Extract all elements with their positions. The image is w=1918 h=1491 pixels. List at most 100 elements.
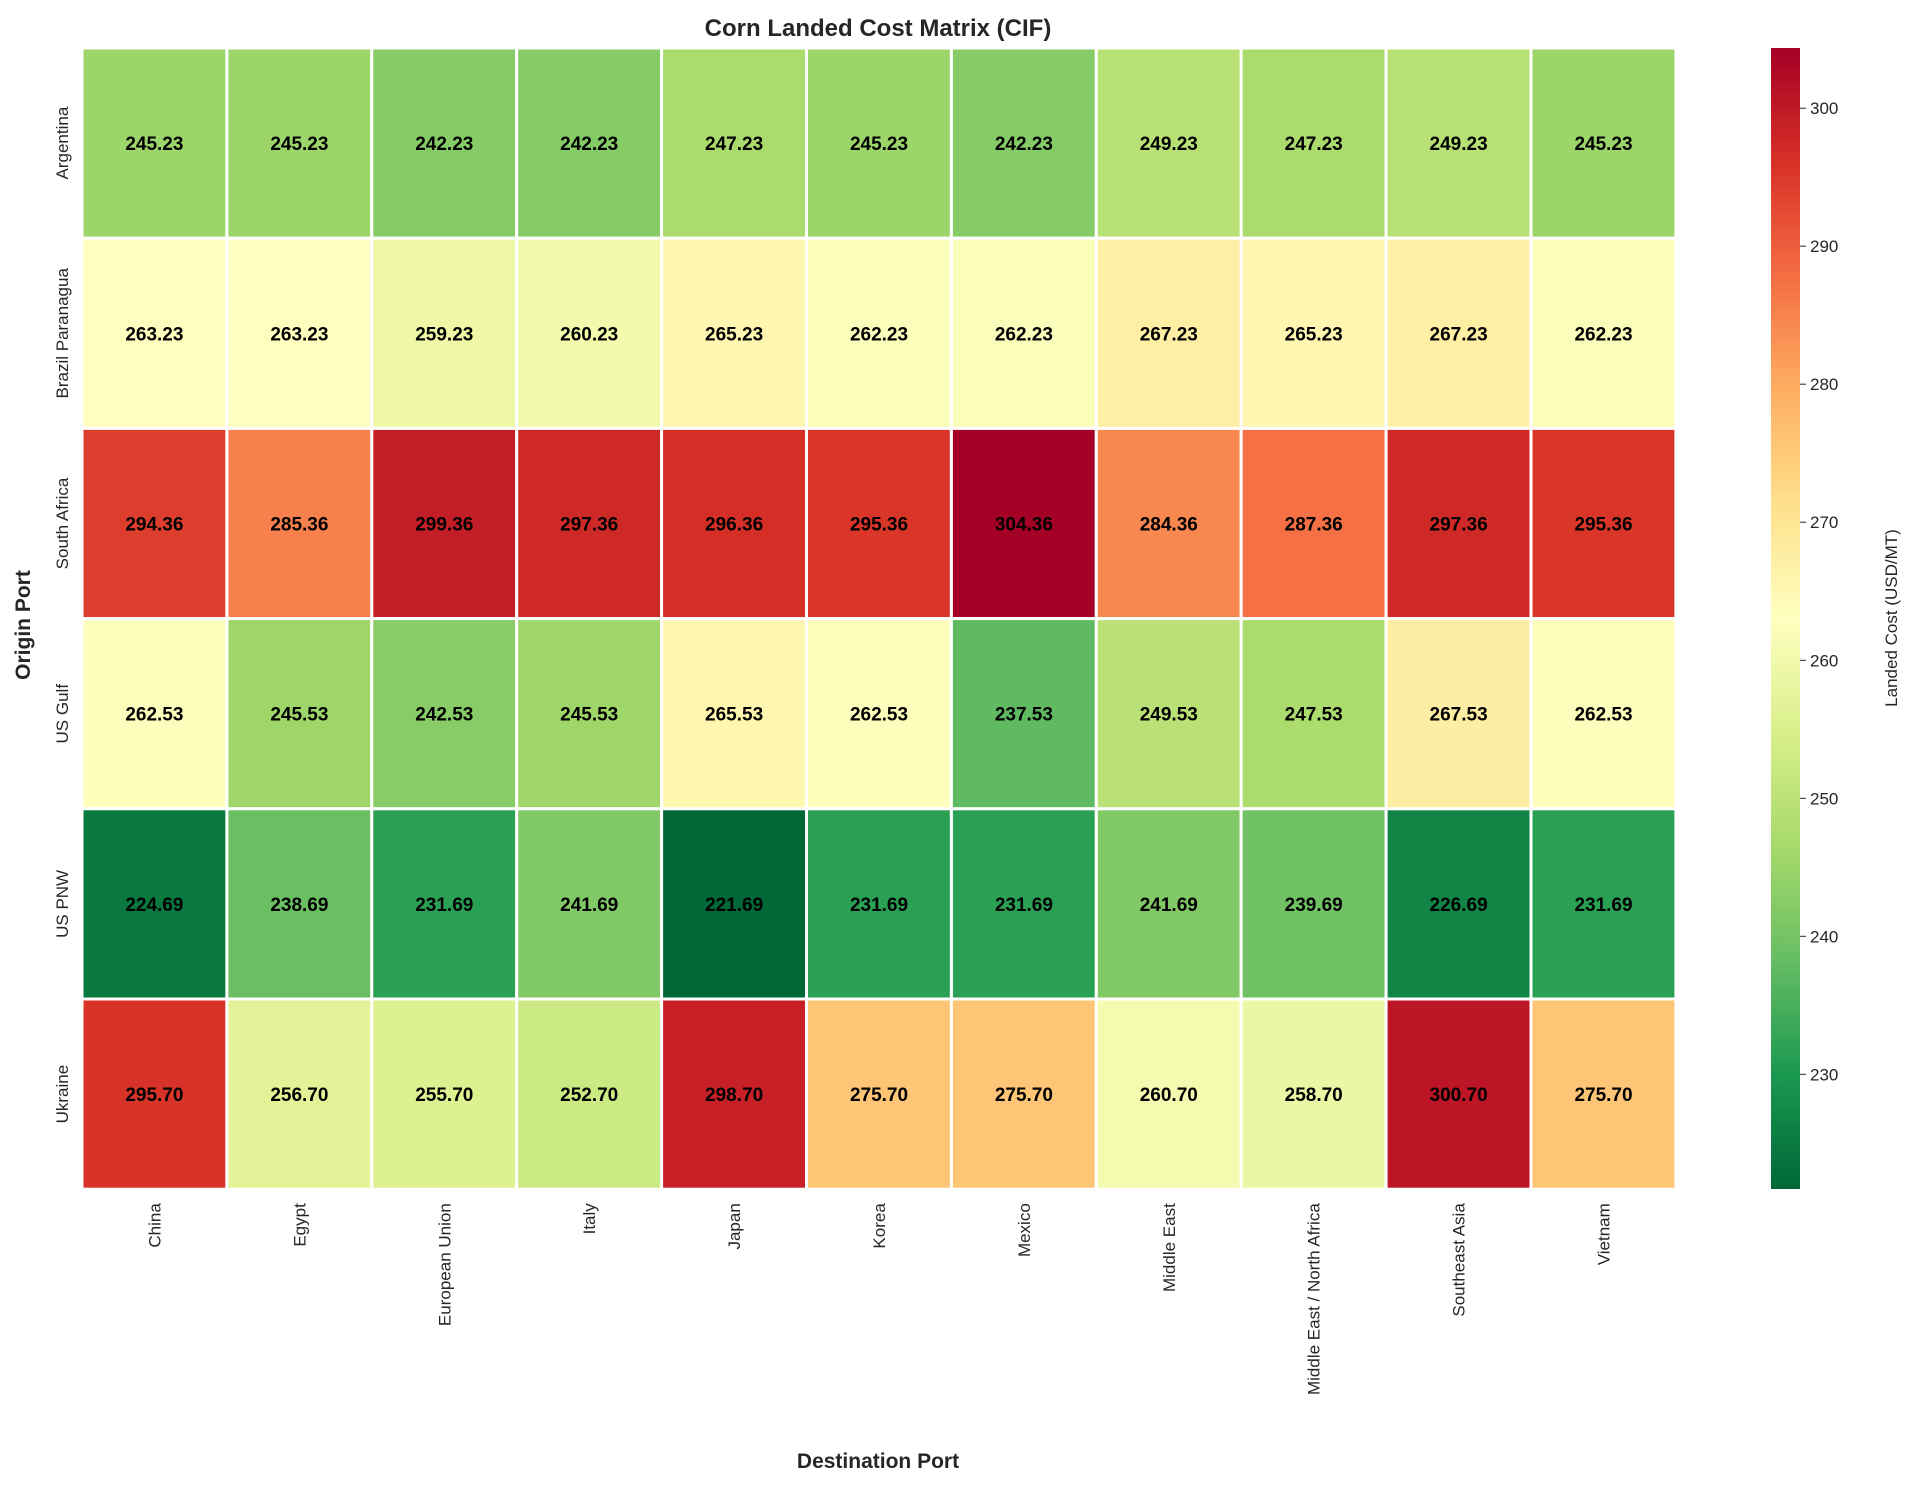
cell-value-label: 275.70 (1574, 1085, 1632, 1106)
cell-value-label: 262.53 (1574, 705, 1632, 726)
cell-value-label: 267.23 (1430, 324, 1488, 345)
heatmap-cell-ukraine-korea (805, 997, 953, 1191)
heatmap-cell-brazil-paranagua-korea (805, 236, 953, 430)
heatmap-cell-us-pnw-japan (660, 807, 808, 1001)
heatmap-cell-us-gulf-european-union (370, 617, 519, 811)
cell-value-label: 275.70 (995, 1085, 1053, 1106)
cell-value-label: 267.53 (1430, 705, 1488, 726)
cell-value-label: 245.23 (1574, 134, 1632, 155)
heatmap-cell-ukraine-middle-east-north-africa (1239, 997, 1388, 1191)
y-tick-label: Brazil Paranagua (53, 268, 72, 399)
x-tick-labels: China Egypt European Union Italy Japan Korea M… (145, 1203, 1613, 1395)
cell-value-label: 263.23 (125, 324, 183, 345)
cell-value-label: 237.53 (995, 705, 1053, 726)
heatmap-cell-us-pnw-mexico (949, 807, 1098, 1001)
cell-value-label: 260.70 (1140, 1085, 1198, 1106)
colorbar-tick-label: 290 (1810, 237, 1838, 256)
cell-value-label: 267.23 (1140, 324, 1198, 345)
y-tick-label: South Africa (53, 477, 72, 569)
colorbar-tick-label: 230 (1810, 1065, 1838, 1084)
x-tick-label: Mexico (1015, 1203, 1034, 1257)
cell-value-label: 242.23 (415, 134, 473, 155)
cell-value-label: 252.70 (560, 1085, 618, 1106)
heatmap-cell-us-pnw-southeast-asia (1384, 807, 1533, 1001)
heatmap-cell-us-pnw-korea (805, 807, 953, 1001)
y-tick-label: Argentina (53, 106, 72, 179)
cell-value-label: 245.23 (850, 134, 908, 155)
cell-value-label: 304.36 (995, 515, 1053, 536)
x-tick-label: Egypt (290, 1203, 309, 1247)
colorbar-tick-label: 300 (1810, 99, 1838, 118)
cell-value-label: 262.53 (125, 705, 183, 726)
heatmap-cell-ukraine-italy (515, 997, 664, 1191)
heatmap-cell-us-pnw-vietnam (1529, 807, 1678, 1001)
heatmap-cell-south-africa-mexico (949, 426, 1098, 621)
cell-value-label: 231.69 (1574, 895, 1632, 916)
cell-value-label: 231.69 (850, 895, 908, 916)
y-tick-label: Ukraine (53, 1065, 72, 1124)
heatmap-cell-us-pnw-italy (515, 807, 664, 1001)
heatmap-cell-ukraine-vietnam (1529, 997, 1678, 1191)
heatmap-cell-brazil-paranagua-china (80, 236, 229, 430)
heatmap-cell-south-africa-middle-east-north-africa (1239, 426, 1388, 621)
x-tick-label: Southeast Asia (1450, 1203, 1469, 1317)
cell-value-label: 285.36 (270, 515, 328, 536)
cell-value-label: 295.70 (125, 1085, 183, 1106)
heatmap-cell-us-gulf-southeast-asia (1384, 617, 1533, 811)
heatmap-cell-brazil-paranagua-middle-east-north-africa (1239, 236, 1388, 430)
cell-value-label: 231.69 (995, 895, 1053, 916)
cell-value-label: 296.36 (705, 515, 763, 536)
cell-value-label: 249.23 (1140, 134, 1198, 155)
colorbar-tick-label: 260 (1810, 651, 1838, 670)
cell-value-label: 238.69 (270, 895, 328, 916)
heatmap-cell-argentina-vietnam (1529, 46, 1678, 240)
cell-value-label: 226.69 (1430, 895, 1488, 916)
heatmap-cell-argentina-middle-east (1094, 46, 1243, 240)
x-tick-label: Italy (580, 1203, 599, 1235)
cell-value-label: 262.23 (995, 324, 1053, 345)
x-tick-label: Middle East (1160, 1203, 1179, 1292)
heatmap-cell-argentina-egypt (225, 46, 374, 240)
heatmap-cell-argentina-china (80, 46, 229, 240)
heatmap-cell-south-africa-korea (805, 426, 953, 621)
cell-value-label: 287.36 (1285, 515, 1343, 536)
heatmap-cell-us-gulf-middle-east-north-africa (1239, 617, 1388, 811)
cell-value-label: 249.23 (1430, 134, 1488, 155)
x-tick-label: Middle East / North Africa (1305, 1203, 1324, 1395)
heatmap-cell-brazil-paranagua-southeast-asia (1384, 236, 1533, 430)
cell-value-label: 258.70 (1285, 1085, 1343, 1106)
cell-value-label: 262.23 (850, 324, 908, 345)
heatmap-cell-ukraine-egypt (225, 997, 374, 1191)
x-tick-label: Vietnam (1595, 1203, 1614, 1265)
cell-value-label: 300.70 (1430, 1085, 1488, 1106)
heatmap-cell-south-africa-china (80, 426, 229, 621)
heatmap-cell-brazil-paranagua-european-union (370, 236, 519, 430)
heatmap-cell-south-africa-vietnam (1529, 426, 1678, 621)
heatmap-cell-argentina-korea (805, 46, 953, 240)
cell-value-label: 265.23 (705, 324, 763, 345)
cell-value-label: 295.36 (1574, 515, 1632, 536)
cell-value-label: 263.23 (270, 324, 328, 345)
cell-value-label: 297.36 (560, 515, 618, 536)
heatmap-cell-south-africa-japan (660, 426, 808, 621)
cell-value-label: 262.23 (1574, 324, 1632, 345)
cell-value-label: 241.69 (560, 895, 618, 916)
heatmap-cell-us-gulf-vietnam (1529, 617, 1678, 811)
heatmap-cell-us-gulf-italy (515, 617, 664, 811)
colorbar (1771, 48, 1800, 1189)
y-tick-label: US Gulf (53, 684, 72, 744)
colorbar-tick-label: 270 (1810, 513, 1838, 532)
cell-value-label: 242.53 (415, 705, 473, 726)
colorbar-ticks: 230 240 250 260 270 280 290 300 (1800, 99, 1838, 1084)
x-tick-label: China (145, 1203, 164, 1248)
cell-value-label: 247.23 (1285, 134, 1343, 155)
heatmap-cell-us-gulf-mexico (949, 617, 1098, 811)
heatmap-cell-brazil-paranagua-middle-east (1094, 236, 1243, 430)
x-tick-label: Korea (870, 1203, 889, 1249)
y-tick-label: US PNW (53, 870, 72, 938)
heatmap-cell-ukraine-japan (660, 997, 808, 1191)
cell-value-label: 294.36 (125, 515, 183, 536)
cell-value-label: 297.36 (1430, 515, 1488, 536)
